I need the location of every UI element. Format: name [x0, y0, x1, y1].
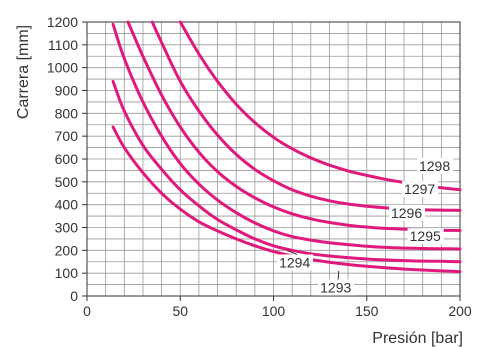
y-tick-label: 1100 — [48, 37, 78, 53]
series-label-bg-1293 — [318, 279, 355, 296]
x-axis-label: Presión [bar] — [372, 330, 463, 347]
series-line-1296 — [126, 20, 462, 232]
x-tick-label: 100 — [262, 303, 286, 319]
series-label-bg-1297 — [402, 181, 439, 198]
series-pointer-1294 — [286, 249, 298, 255]
y-tick-label: 900 — [55, 83, 79, 99]
x-tick-label: 50 — [172, 303, 188, 319]
axes — [82, 21, 461, 301]
y-tick-label: 1000 — [47, 60, 78, 76]
series-label-1297: 1297 — [404, 181, 435, 197]
series-label-1293: 1293 — [320, 280, 351, 296]
series-pointer-1293 — [337, 270, 340, 280]
series-line-1295 — [111, 22, 462, 251]
series-label-bg-1296 — [388, 204, 425, 221]
y-tick-label: 700 — [55, 128, 79, 144]
y-tick-label: 300 — [55, 220, 79, 236]
x-tick-label: 200 — [448, 303, 472, 319]
y-tick-label: 1200 — [47, 14, 78, 30]
y-tick-label: 0 — [70, 288, 78, 304]
y-tick-label: 200 — [55, 242, 79, 258]
series-label-1296: 1296 — [391, 205, 422, 221]
y-tick-label: 400 — [55, 197, 79, 213]
y-tick-label: 600 — [55, 151, 79, 167]
tick-labels: 0 50 100 150 200 0 100 200 300 400 500 600 700 800 900… — [47, 14, 472, 319]
series-line-1293 — [111, 125, 462, 274]
series-label-1298: 1298 — [419, 158, 450, 174]
series-label-bg-1295 — [407, 228, 444, 245]
x-tick-label: 150 — [355, 303, 379, 319]
series-label-1295: 1295 — [410, 228, 441, 244]
y-tick-label: 500 — [55, 174, 79, 190]
y-axis-label: Carrera [mm] — [15, 25, 32, 119]
grid — [87, 22, 460, 296]
x-tick-label: 0 — [83, 303, 91, 319]
series-line-1294 — [111, 79, 462, 264]
series-labels: 1293 1294 1295 1296 1297 1298 — [277, 157, 453, 296]
series-label-bg-1298 — [416, 157, 453, 174]
y-tick-label: 800 — [55, 105, 79, 121]
series-label-1294: 1294 — [279, 254, 310, 270]
series-label-bg-1294 — [277, 254, 314, 271]
y-tick-label: 100 — [55, 265, 79, 281]
